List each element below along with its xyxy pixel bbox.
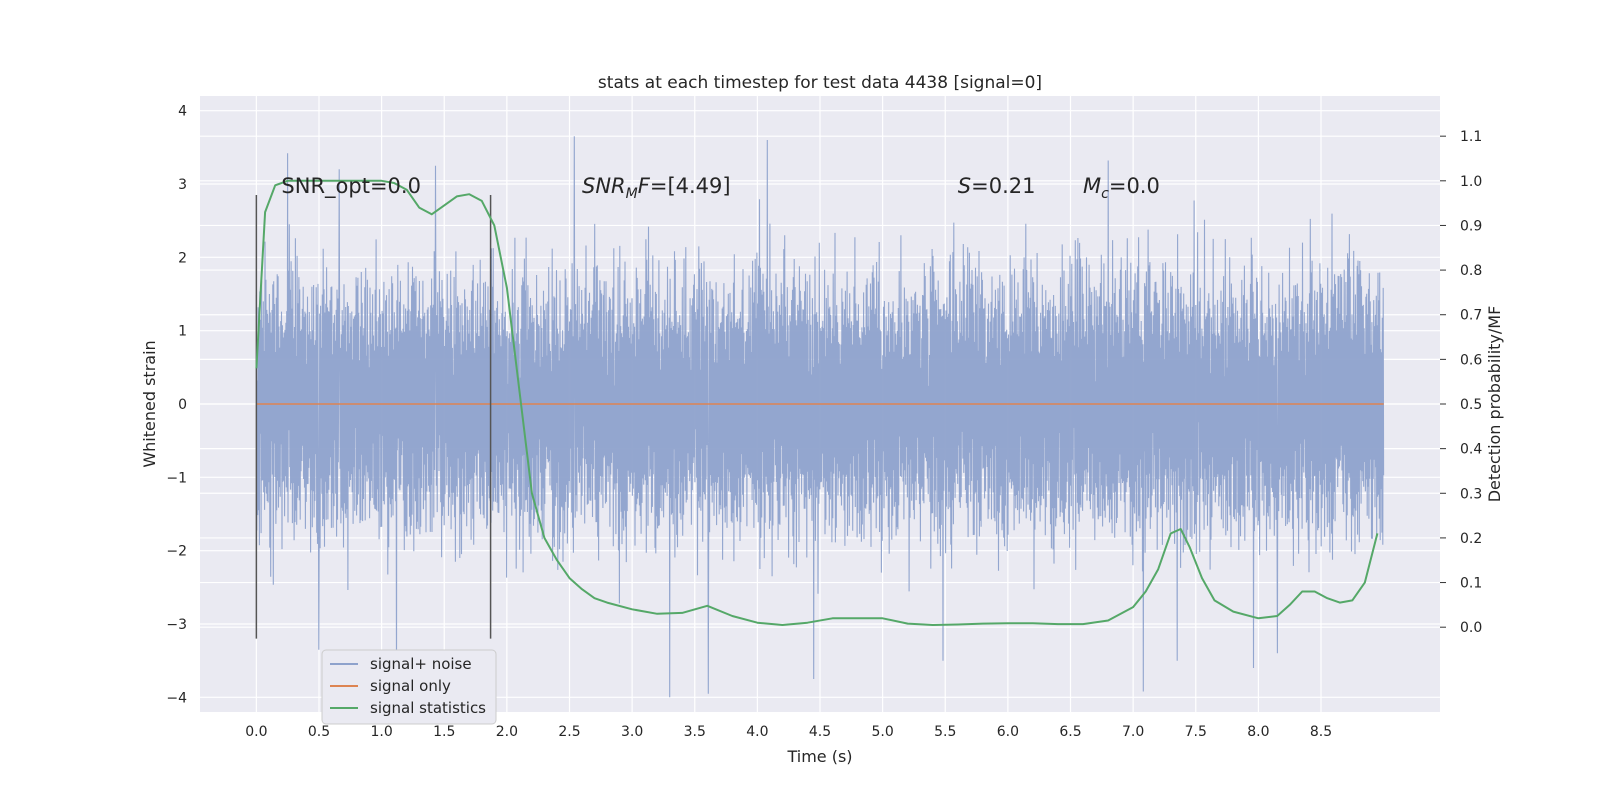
x-tick-label: 7.0 [1122, 724, 1144, 740]
annotation-mc-sub: c [1101, 186, 1109, 202]
y-axis-ticks: −4 −3 −2 −1 0 1 2 3 4 [166, 104, 187, 707]
annotation-snr-mf-tail: =[4.49] [650, 174, 731, 198]
y-axis-label: Whitened strain [140, 340, 159, 467]
y2-tick-label: 0.9 [1460, 218, 1482, 234]
y-tick-label: 2 [178, 250, 187, 266]
y2-tick-label: 0.7 [1460, 308, 1482, 324]
x-tick-label: 4.0 [746, 724, 768, 740]
y2-tick-label: 0.0 [1460, 620, 1482, 636]
noise-line [255, 136, 1385, 698]
legend-label-signal: signal only [370, 677, 451, 695]
y-tick-label: −1 [166, 470, 187, 486]
annotation-s: S=0.21 [958, 174, 1036, 198]
annotation-mc-base: M [1083, 174, 1101, 198]
stats-line [255, 179, 1379, 626]
vertical-markers [255, 195, 492, 639]
x-tick-label: 5.0 [871, 724, 893, 740]
x-tick-label: 7.5 [1185, 724, 1207, 740]
legend-box [321, 649, 497, 725]
x-tick-label: 0.5 [308, 724, 330, 740]
annotation-snr-mf: SNRMF=[4.49] [582, 174, 731, 202]
y-tick-label: 0 [178, 397, 187, 413]
legend-label-noise: signal+ noise [370, 655, 472, 673]
chart-title: stats at each timestep for test data 443… [598, 73, 1042, 93]
x-tick-label: 0.0 [245, 724, 267, 740]
x-axis-ticks: 0.0 0.5 1.0 1.5 2.0 2.5 3.0 3.5 4.0 4.5 5.0 5.5 6.0 6… [245, 724, 1332, 740]
y2-tick-label: 0.6 [1460, 352, 1482, 368]
y-tick-label: 3 [178, 177, 187, 193]
legend-label-stats: signal statistics [370, 699, 486, 717]
annotation-s-base: S [958, 174, 971, 198]
x-tick-label: 1.5 [433, 724, 455, 740]
x-tick-label: 3.0 [621, 724, 643, 740]
x-tick-label: 2.0 [496, 724, 518, 740]
noise-series [255, 136, 1385, 698]
y-tick-label: 4 [178, 104, 187, 120]
annotation-snr-mf-base: SNR [582, 174, 626, 198]
y2-tick-label: 1.0 [1460, 174, 1482, 190]
annotation-snr-opt: SNR_opt=0.0 [281, 174, 421, 199]
x-tick-label: 5.5 [934, 724, 956, 740]
annotation-mc: Mc=0.0 [1083, 174, 1160, 202]
y2-axis-label: Detection probability/MF [1485, 306, 1504, 503]
y-tick-label: −3 [166, 617, 187, 633]
x-axis-label: Time (s) [786, 747, 852, 766]
x-tick-label: 6.5 [1059, 724, 1081, 740]
y2-tick-label: 0.8 [1460, 263, 1482, 279]
y2-tick-label: 1.1 [1460, 129, 1482, 145]
y2-tick-label: 0.1 [1460, 576, 1482, 592]
y2-tick-label: 0.4 [1460, 442, 1482, 458]
y2-tick-label: 0.5 [1460, 397, 1482, 413]
y2-axis-ticks: 0.0 0.1 0.2 0.3 0.4 0.5 0.6 0.7 0.8 0.9 1.0 1.1 [1440, 129, 1482, 636]
annotation-snr-mf-sub: M [626, 186, 638, 202]
x-tick-label: 8.0 [1247, 724, 1269, 740]
y2-tick-label: 0.3 [1460, 486, 1482, 502]
x-tick-label: 3.5 [684, 724, 706, 740]
annotation-snr-mf-mid: F [638, 174, 651, 198]
y2-tick-label: 0.2 [1460, 531, 1482, 547]
x-tick-label: 4.5 [809, 724, 831, 740]
y-tick-label: −4 [166, 690, 187, 706]
legend: signal+ noise signal only signal statist… [321, 649, 497, 725]
annotation-mc-tail: =0.0 [1109, 174, 1160, 198]
x-tick-label: 1.0 [370, 724, 392, 740]
y-tick-label: −2 [166, 544, 187, 560]
y-tick-label: 1 [178, 324, 187, 340]
x-tick-label: 6.0 [997, 724, 1019, 740]
x-tick-label: 2.5 [558, 724, 580, 740]
annotation-s-tail: =0.21 [971, 174, 1035, 198]
stats-series [255, 179, 1379, 626]
x-tick-label: 8.5 [1310, 724, 1332, 740]
